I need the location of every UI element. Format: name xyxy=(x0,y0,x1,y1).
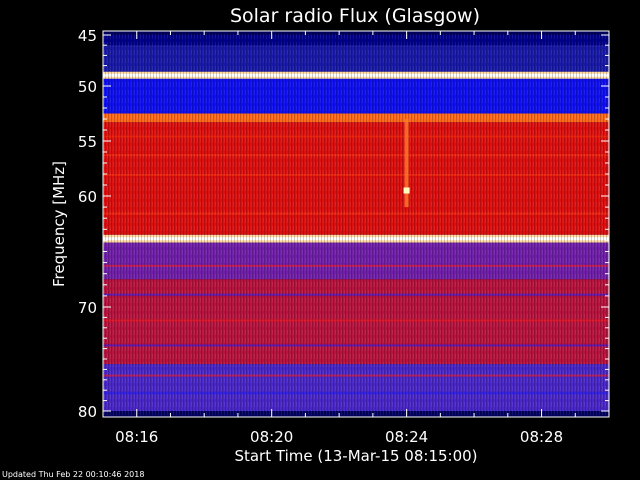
update-timestamp: Updated Thu Feb 22 00:10:46 2018 xyxy=(2,470,145,479)
y-tick-label-55: 55 xyxy=(78,133,97,151)
x-tick-label-08:20: 08:20 xyxy=(250,428,293,446)
y-tick-label-45: 45 xyxy=(78,27,97,45)
x-axis: 08:16 08:20 08:24 08:28 xyxy=(102,31,610,446)
y-tick-label-70: 70 xyxy=(78,299,97,317)
texture-overlay xyxy=(103,31,609,417)
burst-streak xyxy=(404,119,409,208)
plot-frame xyxy=(102,30,610,418)
x-tick-label-08:24: 08:24 xyxy=(385,428,428,446)
plot-area xyxy=(103,31,609,417)
burst-peak xyxy=(403,187,410,194)
x-tick-label-08:16: 08:16 xyxy=(115,428,158,446)
x-tick-label-08:28: 08:28 xyxy=(520,428,563,446)
y-tick-label-60: 60 xyxy=(78,188,97,206)
y-axis: 45 50 55 60 70 80 xyxy=(78,27,609,421)
y-tick-label-80: 80 xyxy=(78,403,97,421)
y-axis-label: Frequency [MHz] xyxy=(50,161,68,287)
chart-title: Solar radio Flux (Glasgow) xyxy=(230,5,480,27)
y-tick-label-50: 50 xyxy=(78,78,97,96)
x-axis-label: Start Time (13-Mar-15 08:15:00) xyxy=(234,447,477,465)
